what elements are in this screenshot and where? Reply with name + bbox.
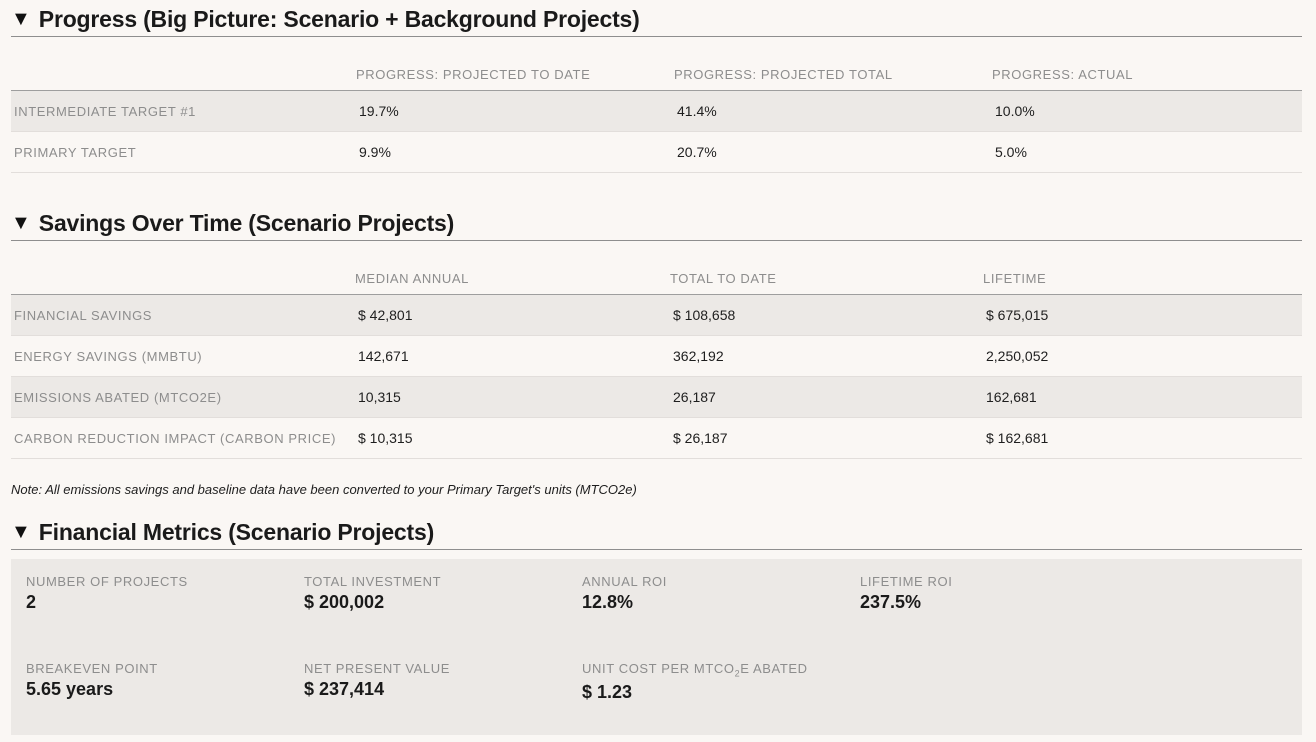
progress-section-title: Progress (Big Picture: Scenario + Backgr… [38, 5, 640, 32]
metric-label: TOTAL INVESTMENT [304, 574, 442, 589]
row-label: EMISSIONS ABATED (MTCO2E) [11, 376, 355, 418]
financial-section-title: Financial Metrics (Scenario Projects) [38, 518, 435, 545]
savings-col-header: TOTAL TO DATE [670, 262, 983, 295]
cell-value: 19.7% [356, 90, 674, 132]
metric-value: $ 1.23 [582, 681, 633, 702]
cell-value: $ 675,015 [983, 294, 1302, 336]
cell-value: $ 42,801 [355, 294, 670, 336]
cell-value: $ 10,315 [355, 417, 670, 459]
savings-table: MEDIAN ANNUAL TOTAL TO DATE LIFETIME FIN… [11, 262, 1302, 459]
metric-label: NUMBER OF PROJECTS [26, 574, 188, 589]
savings-col-blank [11, 262, 355, 295]
cell-value: 9.9% [356, 131, 674, 173]
metric-breakeven-point: BREAKEVEN POINT 5.65 years [26, 661, 296, 700]
metric-value: 2 [26, 592, 37, 612]
cell-value: 142,671 [355, 335, 670, 377]
metric-number-of-projects: NUMBER OF PROJECTS 2 [26, 574, 296, 613]
cell-value: 2,250,052 [983, 335, 1302, 377]
metric-total-investment: TOTAL INVESTMENT $ 200,002 [304, 574, 574, 613]
triangle-down-icon[interactable]: ▼ [11, 521, 31, 543]
metric-lifetime-roi: LIFETIME ROI 237.5% [860, 574, 1130, 613]
metric-annual-roi: ANNUAL ROI 12.8% [582, 574, 852, 613]
savings-col-header: MEDIAN ANNUAL [355, 262, 670, 295]
cell-value: 26,187 [670, 376, 983, 418]
cell-value: $ 162,681 [983, 417, 1302, 459]
metric-net-present-value: NET PRESENT VALUE $ 237,414 [304, 661, 574, 700]
row-label: PRIMARY TARGET [11, 131, 356, 173]
savings-section-header[interactable]: ▼ Savings Over Time (Scenario Projects) [11, 206, 1302, 241]
progress-col-header: PROGRESS: ACTUAL [992, 58, 1302, 91]
financial-metrics-panel: NUMBER OF PROJECTS 2 TOTAL INVESTMENT $ … [11, 559, 1302, 735]
progress-col-header: PROGRESS: PROJECTED TOTAL [674, 58, 992, 91]
metric-label-subscript: 2 [734, 668, 741, 679]
metric-value: 12.8% [582, 592, 634, 612]
table-row: EMISSIONS ABATED (MTCO2E) 10,315 26,187 … [11, 376, 1302, 418]
savings-section-title: Savings Over Time (Scenario Projects) [38, 209, 455, 236]
progress-col-header: PROGRESS: PROJECTED TO DATE [356, 58, 674, 91]
metric-label: UNIT COST PER MTCO2E ABATED [582, 661, 852, 679]
cell-value: 10.0% [992, 90, 1302, 132]
metric-label-part: UNIT COST PER MTCO [582, 661, 735, 676]
cell-value: $ 108,658 [670, 294, 983, 336]
table-row: PRIMARY TARGET 9.9% 20.7% 5.0% [11, 131, 1302, 173]
table-row: CARBON REDUCTION IMPACT (CARBON PRICE) $… [11, 417, 1302, 459]
progress-table: PROGRESS: PROJECTED TO DATE PROGRESS: PR… [11, 58, 1302, 173]
row-label: FINANCIAL SAVINGS [11, 294, 355, 336]
progress-col-blank [11, 58, 356, 91]
progress-section-header[interactable]: ▼ Progress (Big Picture: Scenario + Back… [11, 2, 1302, 37]
row-label: CARBON REDUCTION IMPACT (CARBON PRICE) [11, 417, 355, 459]
financial-section-header[interactable]: ▼ Financial Metrics (Scenario Projects) [11, 515, 1302, 550]
cell-value: 10,315 [355, 376, 670, 418]
metric-value: 237.5% [860, 592, 922, 612]
metric-label: LIFETIME ROI [860, 574, 953, 589]
conversion-note: Note: All emissions savings and baseline… [11, 482, 637, 497]
metric-label: ANNUAL ROI [582, 574, 667, 589]
metric-value: $ 237,414 [304, 679, 385, 699]
metric-label: BREAKEVEN POINT [26, 661, 158, 676]
metric-unit-cost: UNIT COST PER MTCO2E ABATED $ 1.23 [582, 661, 852, 703]
savings-col-header: LIFETIME [983, 262, 1302, 295]
row-label: INTERMEDIATE TARGET #1 [11, 90, 356, 132]
cell-value: 5.0% [992, 131, 1302, 173]
metric-value: 5.65 years [26, 679, 114, 699]
cell-value: 41.4% [674, 90, 992, 132]
table-row: FINANCIAL SAVINGS $ 42,801 $ 108,658 $ 6… [11, 294, 1302, 336]
metric-value: $ 200,002 [304, 592, 385, 612]
cell-value: 162,681 [983, 376, 1302, 418]
triangle-down-icon[interactable]: ▼ [11, 8, 31, 30]
table-row: ENERGY SAVINGS (MMBTU) 142,671 362,192 2… [11, 335, 1302, 377]
cell-value: $ 26,187 [670, 417, 983, 459]
metric-label: NET PRESENT VALUE [304, 661, 451, 676]
cell-value: 20.7% [674, 131, 992, 173]
metric-label-part: E ABATED [740, 661, 808, 676]
table-row: INTERMEDIATE TARGET #1 19.7% 41.4% 10.0% [11, 90, 1302, 132]
triangle-down-icon[interactable]: ▼ [11, 212, 31, 234]
row-label: ENERGY SAVINGS (MMBTU) [11, 335, 355, 377]
cell-value: 362,192 [670, 335, 983, 377]
